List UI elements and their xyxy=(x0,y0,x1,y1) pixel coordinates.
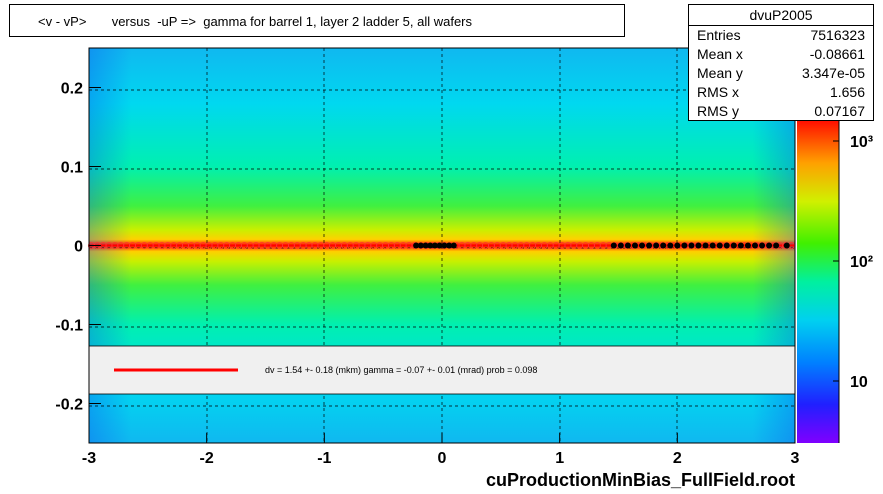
palette-tick-10: 10 xyxy=(850,374,868,391)
stats-row-rms-x: RMS x 1.656 xyxy=(697,84,865,102)
profile-point xyxy=(681,242,688,249)
profile-point xyxy=(716,242,723,249)
profile-point xyxy=(688,242,695,249)
stats-key: Entries xyxy=(697,27,741,43)
stats-row-mean-y: Mean y 3.347e-05 xyxy=(697,65,865,83)
stats-box: dvuP2005 Entries 7516323 Mean x -0.08661… xyxy=(688,4,874,121)
profile-point xyxy=(436,242,443,249)
profile-point xyxy=(737,242,744,249)
chart-title-box: <v - vP> versus -uP => gamma for barrel … xyxy=(9,4,625,37)
x-tick-label: 0 xyxy=(438,450,447,467)
profile-point xyxy=(422,242,429,249)
y-tick-label: 0 xyxy=(74,239,83,256)
profile-point xyxy=(667,242,674,249)
fit-legend-text: dv = 1.54 +- 0.18 (mkm) gamma = -0.07 +-… xyxy=(265,365,537,375)
stats-value: 1.656 xyxy=(829,84,865,100)
stats-row-mean-x: Mean x -0.08661 xyxy=(697,46,865,64)
stats-value: 3.347e-05 xyxy=(801,65,865,81)
profile-point xyxy=(631,242,638,249)
profile-point xyxy=(660,242,667,249)
stats-key: Mean y xyxy=(697,65,743,81)
stats-value: 0.07167 xyxy=(814,103,865,119)
x-tick-label: 3 xyxy=(791,450,800,467)
x-tick-label: 2 xyxy=(673,450,682,467)
palette-axis xyxy=(833,121,840,443)
stats-key: RMS y xyxy=(697,103,739,119)
x-axis: -3 -2 -1 0 1 2 3 xyxy=(82,433,800,467)
profile-point xyxy=(610,242,617,249)
x-tick-label: -2 xyxy=(200,450,214,467)
profile-point xyxy=(751,242,758,249)
profile-point xyxy=(773,242,780,249)
palette-tick-100: 10² xyxy=(850,254,873,271)
y-tick-label: -0.2 xyxy=(55,397,83,414)
profile-point xyxy=(744,242,751,249)
profile-point xyxy=(702,242,709,249)
profile-point xyxy=(639,242,646,249)
x-tick-label: 1 xyxy=(555,450,564,467)
profile-point xyxy=(730,242,737,249)
x-tick-label: -1 xyxy=(317,450,331,467)
stats-value: 7516323 xyxy=(810,27,865,43)
profile-point xyxy=(431,242,438,249)
profile-point xyxy=(427,242,434,249)
profile-point xyxy=(413,242,420,249)
stats-key: RMS x xyxy=(697,84,739,100)
profile-points xyxy=(413,242,790,249)
color-palette xyxy=(797,121,839,443)
profile-point xyxy=(723,242,730,249)
profile-point xyxy=(624,242,631,249)
x-tick-label: -3 xyxy=(82,450,96,467)
profile-point xyxy=(783,242,790,249)
profile-point xyxy=(759,242,766,249)
palette-tick-1000: 10³ xyxy=(850,134,873,151)
profile-point xyxy=(441,242,448,249)
stats-row-entries: Entries 7516323 xyxy=(697,27,865,45)
profile-point xyxy=(695,242,702,249)
profile-point xyxy=(674,242,681,249)
profile-point xyxy=(709,242,716,249)
y-axis: -0.2 -0.1 0 0.1 0.2 xyxy=(55,81,101,414)
profile-point xyxy=(646,242,653,249)
y-tick-label: 0.2 xyxy=(61,81,83,98)
stats-name: dvuP2005 xyxy=(749,7,813,23)
stats-key: Mean x xyxy=(697,46,743,62)
y-tick-label: 0.1 xyxy=(61,160,83,177)
profile-point xyxy=(417,242,424,249)
y-tick-label: -0.1 xyxy=(55,318,83,335)
stats-row-rms-y: RMS y 0.07167 xyxy=(697,103,865,121)
profile-point xyxy=(450,242,457,249)
footer-filename: cuProductionMinBias_FullField.root xyxy=(486,470,796,490)
stats-separator xyxy=(689,25,873,26)
chart-title: <v - vP> versus -uP => gamma for barrel … xyxy=(38,14,473,29)
profile-point xyxy=(617,242,624,249)
profile-point xyxy=(653,242,660,249)
profile-point xyxy=(766,242,773,249)
stats-value: -0.08661 xyxy=(809,46,865,62)
profile-point xyxy=(446,242,453,249)
